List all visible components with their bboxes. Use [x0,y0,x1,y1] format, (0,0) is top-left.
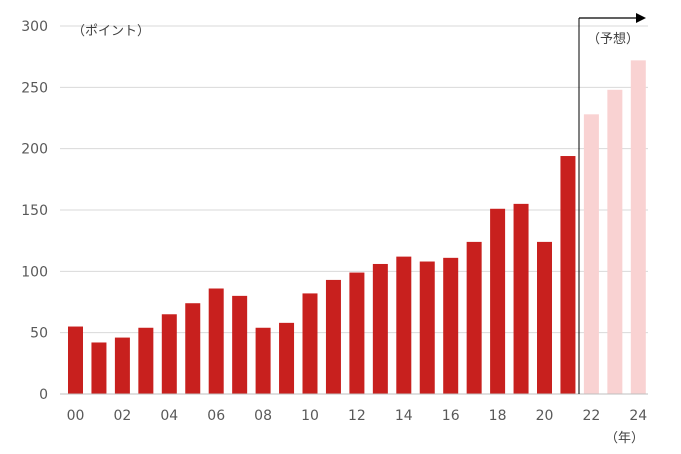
bar-18 [490,208,506,394]
x-tick-label: 18 [489,408,507,424]
bar-12 [349,272,365,394]
bar-19 [513,203,529,394]
x-tick-label: 10 [301,408,319,424]
x-tick-label: 16 [442,408,460,424]
y-tick-label: 100 [21,264,48,280]
bar-09 [279,322,295,394]
x-tick-label: 08 [254,408,272,424]
bar-05 [185,303,201,394]
y-axis-ticks: 0 50 100 150 200 250 300 [21,19,48,403]
bars [68,60,646,394]
forecast-label: （予想） [587,31,639,47]
x-tick-label: 12 [348,408,366,424]
x-unit-label: （年） [605,431,644,446]
x-axis-ticks: 00 02 04 06 08 10 12 14 16 18 20 22 24 [67,408,648,424]
bar-07 [232,295,248,394]
bar-24 [630,60,646,394]
bar-03 [138,327,154,394]
bar-21 [560,156,576,394]
y-tick-label: 50 [30,326,48,342]
y-tick-label: 150 [21,203,48,219]
bar-16 [443,257,459,394]
y-unit-label: （ポイント） [72,24,150,39]
x-tick-label: 14 [395,408,413,424]
bar-06 [208,288,224,394]
x-tick-label: 00 [67,408,85,424]
bar-00 [68,326,83,394]
bar-01 [91,342,107,394]
y-tick-label: 250 [21,80,48,96]
bar-15 [419,261,435,394]
bar-02 [114,337,130,394]
bar-04 [161,314,177,394]
y-tick-label: 0 [39,387,48,403]
x-tick-label: 20 [536,408,554,424]
y-tick-label: 300 [21,19,48,35]
bar-23 [607,89,623,394]
forecast-arrow-head [636,13,646,23]
x-tick-label: 24 [629,408,647,424]
bar-20 [537,241,552,394]
y-tick-label: 200 [21,142,48,158]
x-tick-label: 04 [160,408,178,424]
bar-11 [325,279,341,394]
x-tick-label: 02 [113,408,131,424]
bar-22 [583,114,599,394]
bar-13 [372,263,388,394]
bar-17 [466,241,482,394]
bar-10 [302,293,318,394]
bar-08 [255,327,271,394]
bar-14 [396,256,412,394]
x-tick-label: 22 [582,408,600,424]
x-tick-label: 06 [207,408,225,424]
